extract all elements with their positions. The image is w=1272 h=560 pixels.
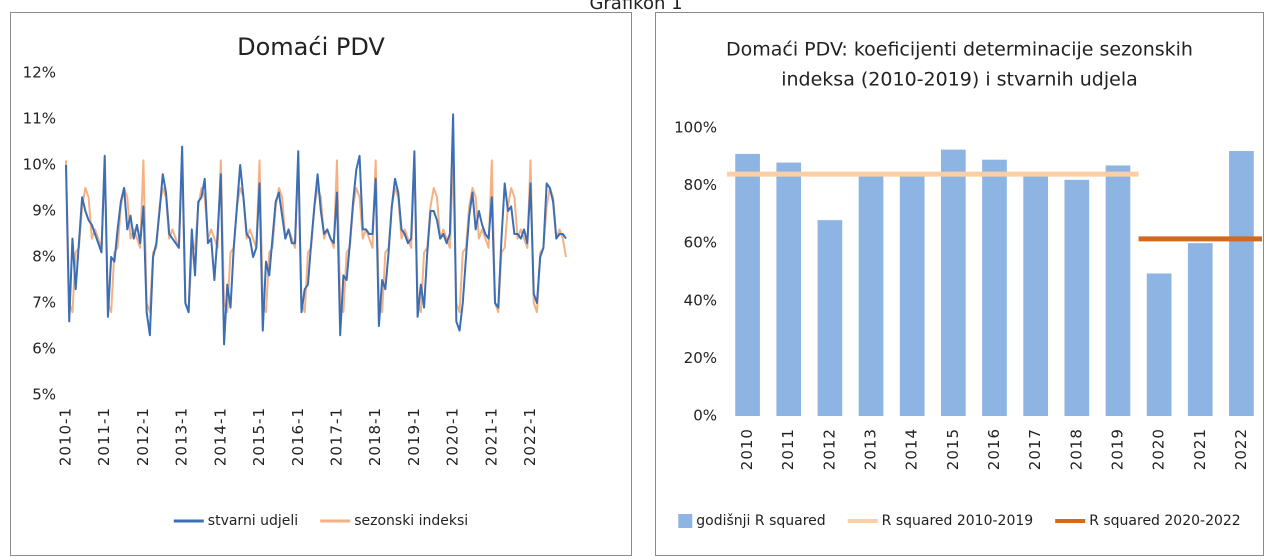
- bar: [776, 162, 802, 416]
- bar: [1023, 174, 1048, 416]
- x-tick-label: 2010-1: [57, 407, 75, 466]
- x-tick-label: 2015-1: [250, 407, 268, 466]
- series-line: [65, 113, 567, 346]
- x-tick-label: 2021: [1191, 428, 1209, 470]
- y-tick-label: 80%: [684, 176, 717, 194]
- y-tick-label: 100%: [674, 119, 717, 137]
- bar: [735, 153, 760, 417]
- bar: [1187, 243, 1213, 416]
- x-tick-label: 2021-1: [482, 407, 500, 466]
- legend-label: R squared 2010-2019: [882, 513, 1034, 529]
- x-tick-label: 2013-1: [173, 407, 191, 466]
- x-tick-label: 2018: [1067, 428, 1085, 470]
- x-tick-label: 2011-1: [95, 407, 113, 466]
- chart-title: Domaći PDV: koeficijenti determinacije s…: [726, 39, 1193, 61]
- y-tick-label: 6%: [32, 340, 56, 358]
- x-tick-label: 2012-1: [134, 407, 152, 466]
- x-tick-label: 2017-1: [327, 407, 345, 466]
- x-tick-label: 2016: [985, 428, 1003, 470]
- x-tick-label: 2016-1: [289, 407, 307, 466]
- x-tick-label: 2019-1: [405, 407, 423, 466]
- bar: [858, 174, 884, 416]
- y-tick-label: 5%: [32, 386, 56, 404]
- x-tick-label: 2014: [903, 428, 921, 470]
- y-tick-label: 10%: [23, 156, 56, 174]
- y-tick-label: 12%: [23, 64, 56, 82]
- y-tick-label: 0%: [693, 407, 717, 425]
- bar: [1105, 165, 1131, 416]
- bar: [982, 159, 1007, 416]
- x-tick-label: 2019: [1108, 428, 1126, 470]
- x-tick-label: 2012: [820, 428, 838, 470]
- x-tick-label: 2020-1: [444, 407, 462, 466]
- bar: [941, 149, 966, 416]
- legend-label: stvarni udjeli: [208, 513, 298, 529]
- x-tick-label: 2011: [779, 428, 797, 470]
- y-tick-label: 9%: [32, 202, 56, 220]
- bar: [1146, 273, 1172, 416]
- x-tick-label: 2015: [944, 428, 962, 470]
- legend-label: godišnji R squared: [696, 513, 825, 529]
- y-tick-label: 60%: [684, 234, 717, 252]
- legend-label: sezonski indeksi: [354, 513, 468, 529]
- y-tick-label: 7%: [32, 294, 56, 312]
- x-tick-label: 2022: [1232, 428, 1250, 470]
- x-tick-label: 2014-1: [211, 407, 229, 466]
- bar: [1229, 151, 1254, 417]
- x-tick-label: 2010: [738, 428, 756, 470]
- y-tick-label: 40%: [684, 291, 717, 309]
- bar: [899, 174, 925, 416]
- x-tick-label: 2013: [862, 428, 880, 470]
- y-tick-label: 8%: [32, 248, 56, 266]
- chart-title: Domaći PDV: [237, 33, 385, 61]
- x-tick-label: 2020: [1150, 428, 1168, 470]
- legend-label: R squared 2020-2022: [1089, 513, 1241, 529]
- x-tick-label: 2017: [1026, 428, 1044, 470]
- y-tick-label: 20%: [684, 349, 717, 367]
- y-tick-label: 11%: [23, 110, 56, 128]
- legend-swatch: [678, 514, 693, 528]
- bar: [817, 220, 843, 416]
- x-tick-label: 2022-1: [521, 407, 539, 466]
- chart-title: indeksa (2010-2019) i stvarnih udjela: [781, 69, 1138, 91]
- x-tick-label: 2018-1: [366, 407, 384, 466]
- caption: Grafikon 1: [589, 0, 682, 14]
- bar: [1064, 179, 1090, 416]
